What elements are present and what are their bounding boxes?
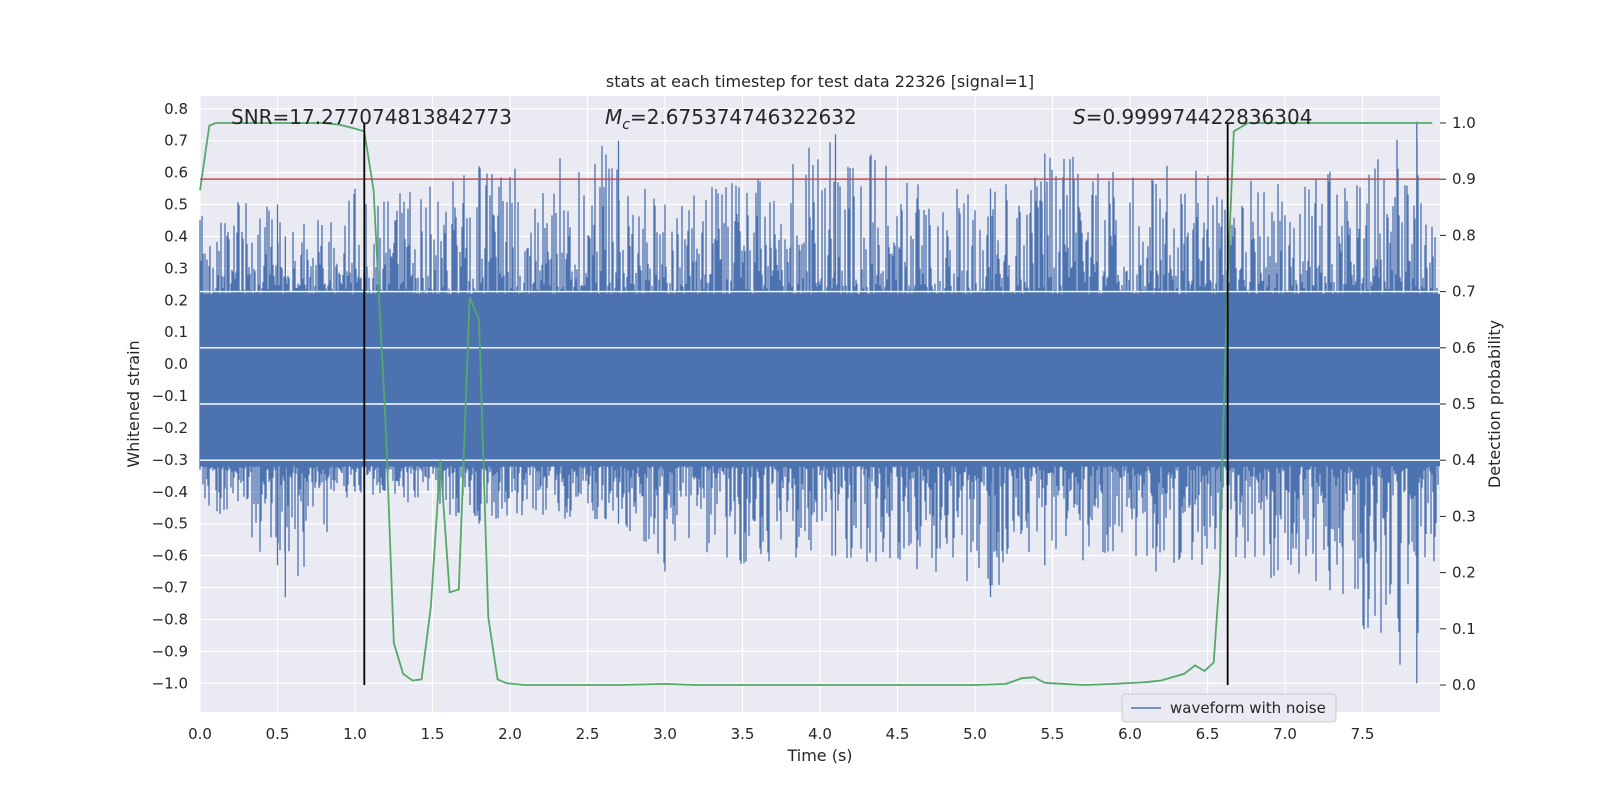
chirp-mass-value: =2.675374746322632 (630, 105, 857, 129)
x-tick-label: 0.5 (266, 725, 290, 743)
x-tick-label: 7.5 (1351, 725, 1375, 743)
x-tick-label: 4.0 (808, 725, 832, 743)
y-tick-label: −0.6 (152, 547, 188, 565)
y-tick-label: 0.4 (164, 227, 188, 245)
y-axis-label: Whitened strain (124, 340, 143, 467)
snr-annotation: SNR=17.277074813842773 (231, 105, 512, 129)
chirp-mass-symbol: M (605, 105, 622, 129)
x-tick-label: 6.0 (1118, 725, 1142, 743)
y-tick-label: 0.0 (164, 355, 188, 373)
x-tick-label: 1.5 (421, 725, 445, 743)
x-tick-label: 3.5 (731, 725, 755, 743)
y-tick-label: 0.6 (164, 164, 188, 182)
score-annotation: S=0.9999744228363​04 (1073, 105, 1312, 129)
y2-tick-label: 0.1 (1452, 620, 1476, 638)
y2-tick-label: 0.5 (1452, 395, 1476, 413)
chirp-mass-annotation: Mc=2.675374746322632 (605, 105, 857, 133)
chart-title: stats at each timestep for test data 223… (606, 72, 1034, 91)
y-tick-label: 0.3 (164, 259, 188, 277)
x-tick-label: 0.0 (188, 725, 212, 743)
score-value: =0.9999744228363​04 (1086, 105, 1313, 129)
y-tick-label: −0.5 (152, 515, 188, 533)
x-tick-label: 5.5 (1041, 725, 1065, 743)
y-tick-label: −0.2 (152, 419, 188, 437)
y-tick-label: 0.1 (164, 323, 188, 341)
y2-tick-label: 0.7 (1452, 283, 1476, 301)
y-tick-label: −0.7 (152, 579, 188, 597)
legend-box (1121, 693, 1337, 723)
y-tick-label: −0.3 (152, 451, 188, 469)
y-tick-label: −0.8 (152, 610, 188, 628)
y2-tick-label: 0.3 (1452, 507, 1476, 525)
y2-tick-label: 0.2 (1452, 564, 1476, 582)
x-tick-label: 7.0 (1273, 725, 1297, 743)
legend-waveform-label: waveform with noise (1170, 699, 1326, 717)
y-tick-labels: 0.8 0.7 0.6 0.5 0.4 0.3 0.2 0.1 0.0 −0.1 −0.2 −0.3 −… (152, 100, 188, 693)
y2-tick-label: 0.6 (1452, 339, 1476, 357)
y-tick-label: 0.7 (164, 132, 188, 150)
detection-probability-line (199, 122, 1433, 686)
chirp-mass-subscript: c (622, 117, 630, 133)
markers (200, 122, 1440, 686)
y-tick-label: 0.5 (164, 196, 188, 214)
x-tick-label: 5.0 (963, 725, 987, 743)
waveform-noise-core (200, 293, 1440, 467)
score-symbol: S (1073, 105, 1086, 129)
x-axis-label: Time (s) (786, 746, 852, 765)
waveform-series (199, 121, 1440, 684)
y-tick-label: −0.1 (152, 387, 188, 405)
y2-tick-label: 0.0 (1452, 676, 1476, 694)
y2-tick-label: 1.0 (1452, 114, 1476, 132)
y-tick-label: −0.4 (152, 483, 188, 501)
detection-probability-series (199, 122, 1433, 686)
x-tick-label: 1.0 (343, 725, 367, 743)
y2-tick-label: 0.9 (1452, 170, 1476, 188)
y-tick-label: 0.2 (164, 291, 188, 309)
x-tick-label: 2.5 (576, 725, 600, 743)
x-tick-label: 4.5 (886, 725, 910, 743)
x-tick-label: 6.5 (1196, 725, 1220, 743)
y2-tick-labels: 1.0 0.9 0.8 0.7 0.6 0.5 0.4 0.3 0.2 0.1 0.0 (1440, 114, 1476, 694)
y2-axis-label: Detection probability (1485, 320, 1504, 488)
legend: waveform with noise (1121, 693, 1337, 723)
x-tick-label: 3.0 (653, 725, 677, 743)
y-tick-label: 0.8 (164, 100, 188, 118)
x-tick-labels: 0.0 0.5 1.0 1.5 2.0 2.5 3.0 3.5 4.0 4.5 5.0 5.5 6.0 6… (188, 725, 1374, 743)
y2-tick-label: 0.8 (1452, 226, 1476, 244)
y-tick-label: −1.0 (152, 674, 188, 692)
y2-tick-label: 0.4 (1452, 451, 1476, 469)
x-tick-label: 2.0 (498, 725, 522, 743)
y-tick-label: −0.9 (152, 642, 188, 660)
